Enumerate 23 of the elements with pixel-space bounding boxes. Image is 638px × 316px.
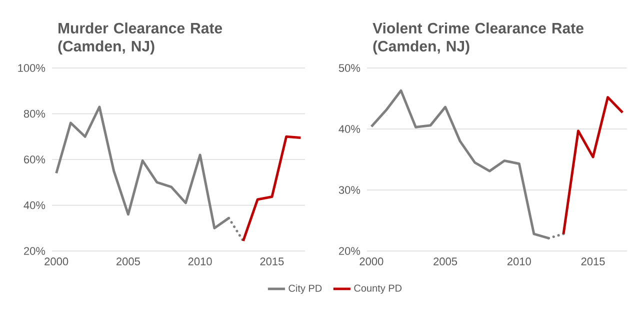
y-tick-label: 20% [339, 247, 360, 255]
line-series [562, 96, 624, 236]
y-tick-label: 100% [18, 64, 46, 72]
y-tick-label: 80% [24, 110, 46, 118]
y-tick-label: 60% [24, 156, 46, 164]
x-tick-label: 2000 [44, 258, 68, 266]
line-series [242, 135, 302, 242]
chart-title: Murder Clearance Rate (Camden, NJ) [58, 22, 222, 54]
y-tick-label: 50% [338, 64, 360, 72]
chart-title: Violent Crime Clearance Rate (Camden, NJ) [372, 22, 584, 54]
x-tick-label: 2005 [116, 258, 140, 266]
x-tick-label: 2015 [260, 258, 284, 266]
x-tick-label: 2010 [188, 258, 212, 266]
y-tick-label: 30% [338, 186, 360, 194]
x-tick-label: 2010 [507, 258, 531, 266]
y-tick-label: 40% [338, 125, 360, 133]
y-tick-label: 20% [24, 247, 46, 255]
y-tick-label: 40% [24, 201, 46, 210]
legend-label: County PD [354, 284, 402, 294]
x-tick-label: 2015 [581, 258, 605, 266]
x-tick-label: 2000 [360, 258, 384, 266]
legend-label: City PD [288, 284, 322, 294]
x-tick-label: 2005 [434, 258, 458, 266]
